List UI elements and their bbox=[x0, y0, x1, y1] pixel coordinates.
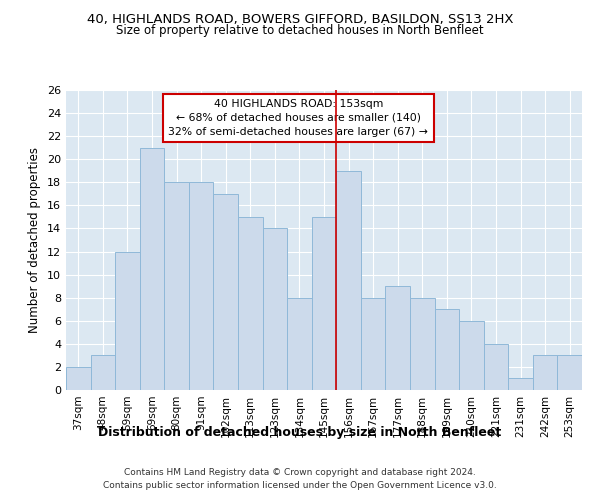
Bar bbox=[140, 148, 164, 390]
Bar bbox=[459, 321, 484, 390]
Bar bbox=[557, 356, 582, 390]
Text: 40, HIGHLANDS ROAD, BOWERS GIFFORD, BASILDON, SS13 2HX: 40, HIGHLANDS ROAD, BOWERS GIFFORD, BASI… bbox=[87, 12, 513, 26]
Bar bbox=[484, 344, 508, 390]
Bar bbox=[66, 367, 91, 390]
Bar bbox=[189, 182, 214, 390]
Text: Contains HM Land Registry data © Crown copyright and database right 2024.: Contains HM Land Registry data © Crown c… bbox=[124, 468, 476, 477]
Text: Size of property relative to detached houses in North Benfleet: Size of property relative to detached ho… bbox=[116, 24, 484, 37]
Text: 40 HIGHLANDS ROAD: 153sqm
← 68% of detached houses are smaller (140)
32% of semi: 40 HIGHLANDS ROAD: 153sqm ← 68% of detac… bbox=[168, 99, 428, 137]
Bar bbox=[238, 217, 263, 390]
Bar bbox=[287, 298, 312, 390]
Bar bbox=[434, 309, 459, 390]
Bar bbox=[263, 228, 287, 390]
Bar bbox=[533, 356, 557, 390]
Bar bbox=[115, 252, 140, 390]
Bar bbox=[385, 286, 410, 390]
Bar bbox=[214, 194, 238, 390]
Bar bbox=[508, 378, 533, 390]
Bar bbox=[361, 298, 385, 390]
Bar bbox=[336, 171, 361, 390]
Text: Contains public sector information licensed under the Open Government Licence v3: Contains public sector information licen… bbox=[103, 480, 497, 490]
Bar bbox=[164, 182, 189, 390]
Bar bbox=[91, 356, 115, 390]
Y-axis label: Number of detached properties: Number of detached properties bbox=[28, 147, 41, 333]
Bar bbox=[410, 298, 434, 390]
Text: Distribution of detached houses by size in North Benfleet: Distribution of detached houses by size … bbox=[98, 426, 502, 439]
Bar bbox=[312, 217, 336, 390]
